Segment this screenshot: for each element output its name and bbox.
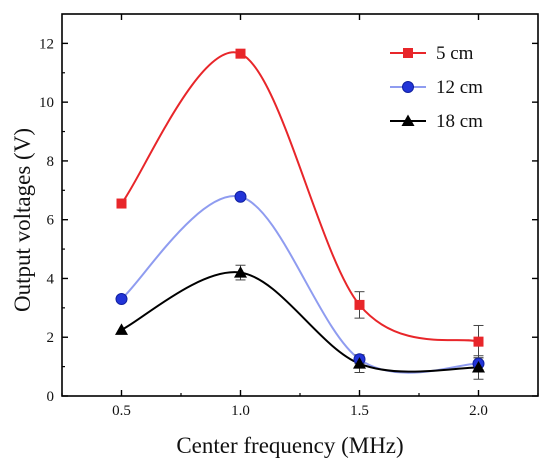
x-tick-label: 2.0 — [469, 403, 488, 419]
legend: 5 cm 12 cm 18 cm — [390, 43, 483, 132]
legend-marker-2 — [401, 114, 415, 126]
y-tick-label: 8 — [47, 154, 55, 170]
legend-label-2: 18 cm — [436, 111, 483, 132]
x-tick-label: 1.5 — [350, 403, 369, 419]
legend-label-1: 12 cm — [436, 77, 483, 98]
y-tick-label: 12 — [39, 36, 54, 52]
x-tick-label: 0.5 — [112, 403, 131, 419]
y-tick-label: 6 — [47, 213, 55, 229]
data-point-2 — [472, 360, 485, 373]
series-lines — [120, 51, 479, 374]
data-point-2 — [353, 357, 366, 369]
y-tick-label: 0 — [47, 389, 55, 405]
legend-marker-1 — [402, 81, 414, 93]
data-markers — [115, 48, 485, 373]
plot-border — [61, 13, 539, 397]
series-line-0 — [120, 51, 479, 343]
data-point-2 — [115, 323, 128, 335]
y-tick-label: 2 — [47, 330, 55, 346]
data-point-0 — [235, 48, 246, 59]
legend-marker-0 — [403, 48, 413, 58]
plot-frame — [61, 13, 539, 397]
data-point-0 — [473, 336, 484, 347]
data-point-0 — [354, 299, 365, 310]
data-point-2 — [234, 266, 247, 278]
data-point-1 — [115, 293, 128, 306]
y-axis-title: Output voltages (V) — [10, 128, 35, 312]
data-point-1 — [234, 190, 247, 203]
axis-ticks: 0.5 1.0 1.5 2.0 0 2 4 6 8 10 12 — [39, 14, 539, 419]
y-tick-label: 10 — [39, 95, 54, 111]
x-axis-title: Center frequency (MHz) — [176, 433, 403, 458]
y-tick-label: 4 — [47, 271, 55, 287]
data-point-0 — [116, 198, 127, 209]
legend-label-0: 5 cm — [436, 43, 474, 64]
series-line-2 — [121, 271, 479, 373]
series-line-1 — [120, 195, 479, 374]
x-tick-label: 1.0 — [231, 403, 250, 419]
